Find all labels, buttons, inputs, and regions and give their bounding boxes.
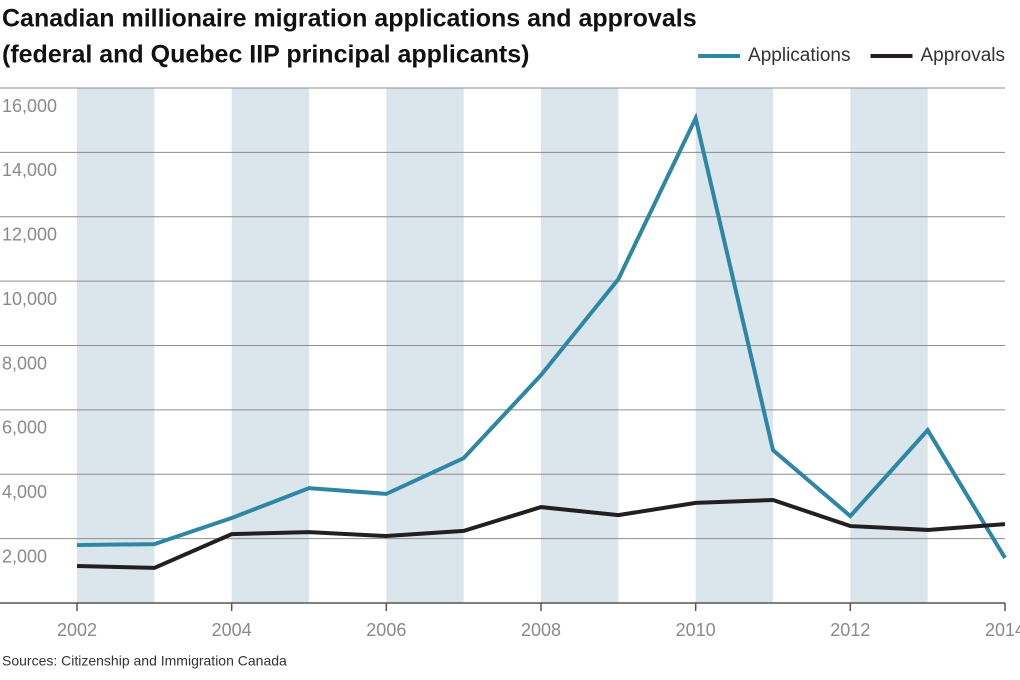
- legend-label: Applications: [748, 45, 850, 66]
- chart-subtitle: (federal and Quebec IIP principal applic…: [2, 41, 529, 69]
- x-tick-label: 2002: [57, 620, 97, 640]
- y-tick-label: 2,000: [2, 546, 47, 566]
- series-line: [76, 112, 1007, 559]
- y-tick-label: 16,000: [2, 96, 57, 116]
- x-tick-label: 2010: [676, 620, 716, 640]
- y-tick-label: 4,000: [2, 482, 47, 502]
- source: Sources: Citizenship and Immigration Can…: [2, 653, 287, 669]
- y-tick-label: 6,000: [2, 418, 47, 438]
- lines: [76, 112, 1007, 570]
- x-tick-label: 2014: [985, 620, 1020, 640]
- x-tick-label: 2006: [366, 620, 406, 640]
- series-line: [76, 497, 1006, 570]
- x-tick-label: 2012: [830, 620, 870, 640]
- y-tick-label: 8,000: [2, 353, 47, 373]
- x-tick-label: 2008: [521, 620, 561, 640]
- y-tick-label: 14,000: [2, 160, 57, 180]
- y-tick-label: 12,000: [2, 225, 57, 245]
- x-tick-label: 2004: [212, 620, 252, 640]
- y-tick-label: 10,000: [2, 289, 57, 309]
- chart-title: Canadian millionaire migration applicati…: [2, 5, 697, 33]
- legend-label: Approvals: [921, 45, 1006, 66]
